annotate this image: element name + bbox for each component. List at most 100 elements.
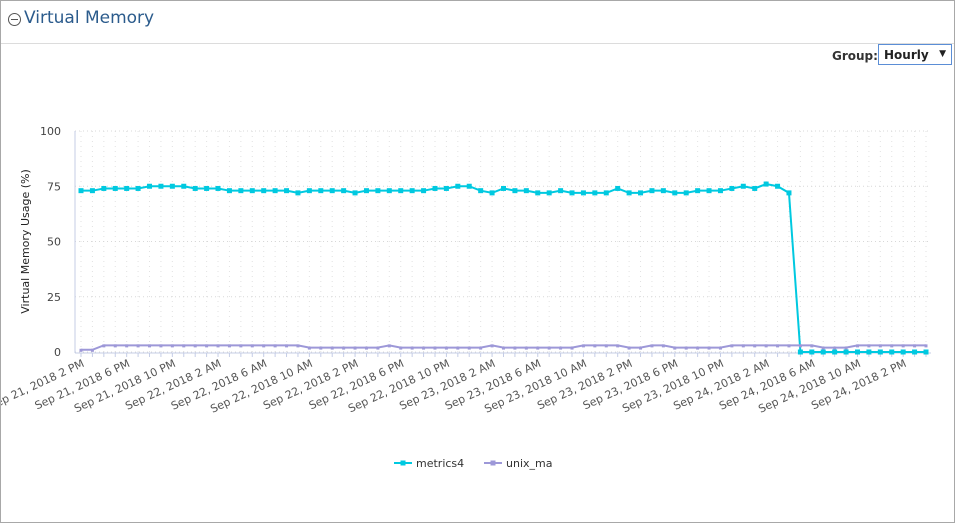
data-point-metrics4	[797, 349, 803, 355]
legend-label-metrics4: metrics4	[416, 457, 464, 470]
data-point-unix_ma	[753, 344, 757, 348]
group-label: Group:	[832, 49, 878, 63]
data-point-unix_ma	[867, 344, 871, 348]
data-point-metrics4	[261, 188, 267, 194]
data-point-metrics4	[386, 188, 392, 194]
data-point-unix_ma	[524, 346, 528, 350]
data-point-unix_ma	[559, 346, 563, 350]
data-point-unix_ma	[90, 348, 94, 352]
data-point-unix_ma	[650, 344, 654, 348]
data-point-unix_ma	[239, 344, 243, 348]
data-point-unix_ma	[216, 344, 220, 348]
y-tick-label: 0	[54, 346, 61, 359]
data-point-metrics4	[580, 190, 586, 196]
data-point-metrics4	[923, 349, 929, 355]
data-point-metrics4	[352, 190, 358, 196]
data-point-metrics4	[843, 349, 849, 355]
y-tick-label: 50	[47, 236, 61, 249]
data-point-unix_ma	[353, 346, 357, 350]
data-point-unix_ma	[422, 346, 426, 350]
data-point-unix_ma	[410, 346, 414, 350]
data-point-metrics4	[672, 190, 678, 196]
data-point-unix_ma	[604, 344, 608, 348]
data-point-metrics4	[763, 181, 769, 187]
data-point-unix_ma	[444, 346, 448, 350]
data-point-unix_ma	[376, 346, 380, 350]
data-point-unix_ma	[696, 346, 700, 350]
data-point-metrics4	[455, 183, 461, 189]
data-point-metrics4	[341, 188, 347, 194]
data-point-unix_ma	[467, 346, 471, 350]
panel-header: Virtual Memory	[1, 1, 954, 44]
data-point-metrics4	[775, 183, 781, 189]
data-point-unix_ma	[616, 344, 620, 348]
data-point-metrics4	[912, 349, 918, 355]
data-point-unix_ma	[490, 344, 494, 348]
data-point-metrics4	[306, 188, 312, 194]
data-point-metrics4	[523, 188, 529, 194]
y-axis-title: Virtual Memory Usage (%)	[19, 169, 32, 313]
data-point-metrics4	[809, 349, 815, 355]
data-point-metrics4	[889, 349, 895, 355]
data-point-metrics4	[169, 183, 175, 189]
data-point-unix_ma	[227, 344, 231, 348]
data-point-unix_ma	[285, 344, 289, 348]
data-point-metrics4	[626, 190, 632, 196]
data-point-unix_ma	[399, 346, 403, 350]
data-point-unix_ma	[364, 346, 368, 350]
data-point-metrics4	[147, 183, 153, 189]
data-point-unix_ma	[890, 344, 894, 348]
group-select[interactable]: Hourly ▼	[878, 44, 952, 65]
dropdown-arrow-icon: ▼	[939, 49, 946, 59]
data-point-unix_ma	[570, 346, 574, 350]
data-point-unix_ma	[776, 344, 780, 348]
data-point-unix_ma	[387, 344, 391, 348]
panel-title: Virtual Memory	[24, 8, 155, 28]
data-point-unix_ma	[673, 346, 677, 350]
data-point-unix_ma	[913, 344, 917, 348]
data-point-unix_ma	[764, 344, 768, 348]
data-point-unix_ma	[79, 348, 83, 352]
data-point-metrics4	[706, 188, 712, 194]
data-point-metrics4	[649, 188, 655, 194]
data-point-metrics4	[752, 185, 758, 191]
data-point-unix_ma	[502, 346, 505, 350]
data-point-unix_ma	[319, 346, 323, 350]
data-point-metrics4	[729, 185, 735, 191]
data-point-unix_ma	[307, 346, 311, 350]
data-point-unix_ma	[741, 344, 745, 348]
data-point-metrics4	[238, 188, 244, 194]
data-point-unix_ma	[148, 344, 152, 348]
data-point-metrics4	[535, 190, 541, 196]
data-point-metrics4	[489, 190, 495, 196]
data-point-metrics4	[558, 188, 564, 194]
data-point-unix_ma	[159, 344, 163, 348]
data-point-unix_ma	[205, 344, 209, 348]
data-point-metrics4	[820, 349, 826, 355]
data-point-unix_ma	[330, 346, 334, 350]
data-point-metrics4	[215, 185, 221, 191]
group-select-value: Hourly	[884, 48, 929, 62]
data-point-metrics4	[866, 349, 872, 355]
data-point-metrics4	[466, 183, 472, 189]
data-point-metrics4	[603, 190, 609, 196]
data-point-metrics4	[443, 185, 449, 191]
data-point-metrics4	[272, 188, 278, 194]
circle-minus-icon[interactable]	[8, 13, 21, 26]
data-point-metrics4	[638, 190, 644, 196]
data-point-unix_ma	[433, 346, 437, 350]
data-point-metrics4	[204, 185, 210, 191]
data-point-unix_ma	[547, 346, 551, 350]
data-point-metrics4	[478, 188, 484, 194]
data-point-metrics4	[284, 188, 290, 194]
data-point-unix_ma	[707, 346, 711, 350]
data-point-metrics4	[112, 185, 118, 191]
data-point-unix_ma	[513, 346, 517, 350]
data-point-unix_ma	[113, 344, 117, 348]
data-point-metrics4	[717, 188, 723, 194]
data-point-unix_ma	[810, 344, 814, 348]
data-point-unix_ma	[924, 344, 928, 348]
data-point-unix_ma	[581, 344, 585, 348]
data-point-metrics4	[124, 185, 130, 191]
data-point-metrics4	[226, 188, 232, 194]
